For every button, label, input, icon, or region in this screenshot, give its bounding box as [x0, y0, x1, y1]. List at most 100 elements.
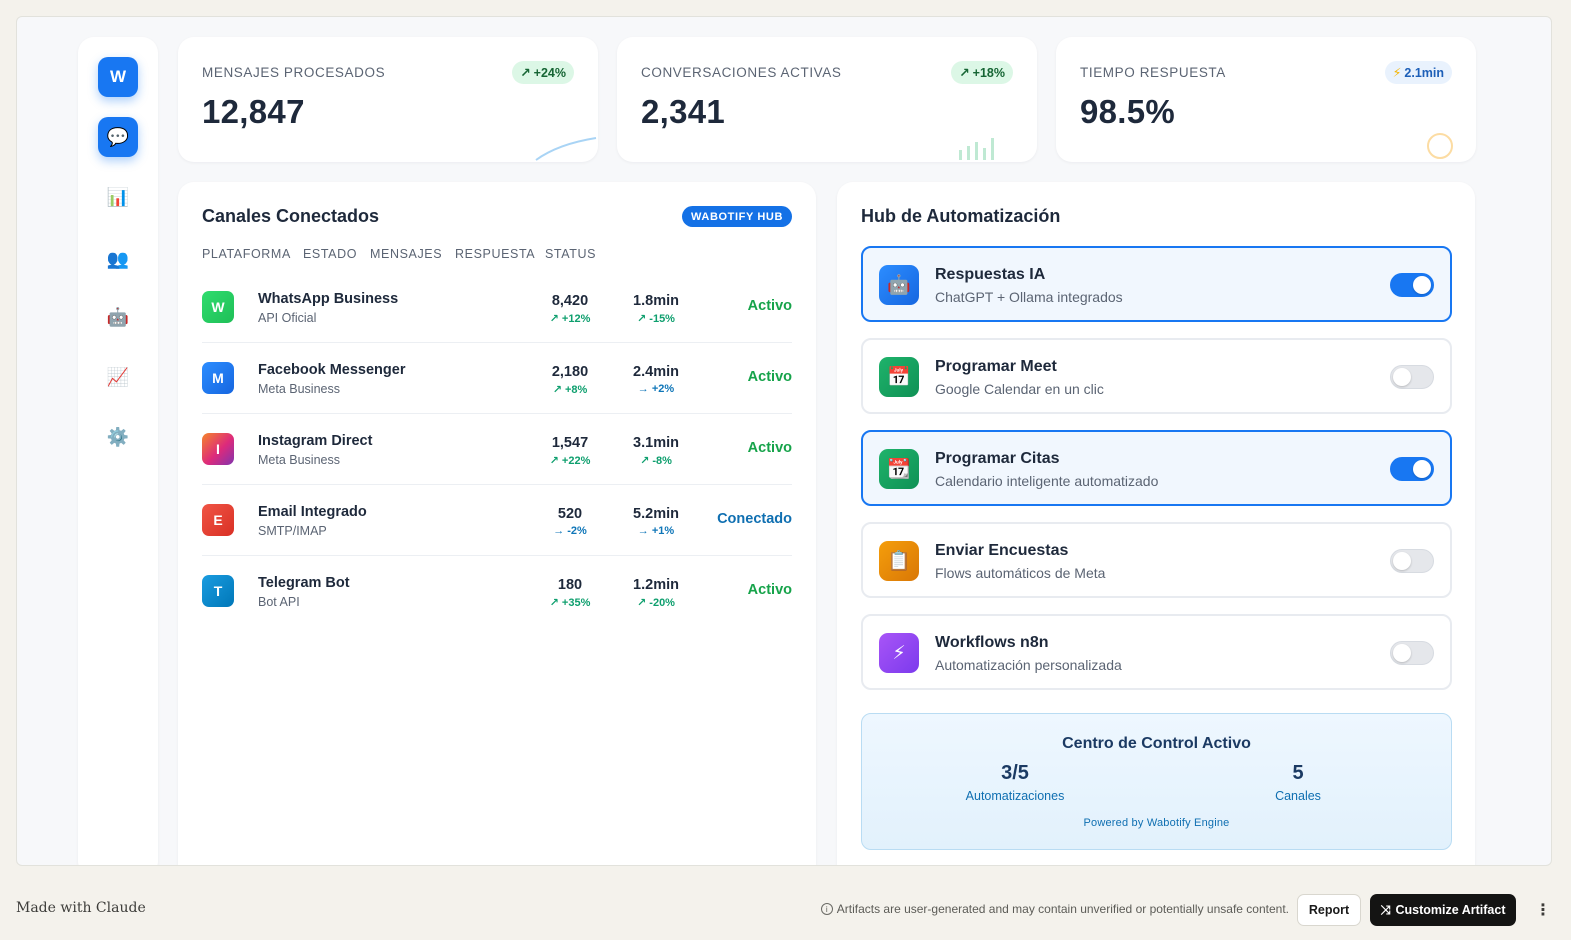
response-trend: → +1%	[637, 525, 675, 537]
appointments-toggle[interactable]	[1390, 457, 1434, 481]
channel-subtitle: Bot API	[258, 595, 300, 609]
response-trend: ↗ -20%	[637, 597, 675, 609]
channels-title: Canales Conectados	[202, 206, 380, 226]
made-with-claude[interactable]: Made with Claude	[16, 900, 146, 916]
chat-icon: 💬	[106, 126, 130, 147]
messages-value: 180	[557, 577, 583, 593]
telegram-icon: T	[202, 575, 234, 607]
automation-item-meet[interactable]: 📅 Programar Meet Google Calendar en un c…	[861, 338, 1452, 414]
automations-count-value: 3/5	[1001, 762, 1029, 784]
automation-item-workflows[interactable]: ⚡ Workflows n8n Automatización personali…	[861, 614, 1452, 690]
meet-toggle[interactable]	[1390, 365, 1434, 389]
powered-by-text: Powered by Wabotify Engine	[1083, 817, 1230, 829]
messages-trend: → -2%	[553, 525, 587, 537]
calendar-page-icon: 📆	[879, 449, 919, 489]
automations-count: 3/5 Automatizaciones	[925, 762, 1105, 803]
channel-name: WhatsApp Business	[258, 291, 399, 307]
hub-badge[interactable]: WABOTIFY HUB	[682, 206, 792, 227]
trend-chart-icon: 📈	[106, 366, 130, 387]
sidebar-item-bots[interactable]: 🤖	[98, 297, 138, 337]
automation-title-text: Enviar Encuestas	[935, 542, 1069, 559]
control-center-title: Centro de Control Activo	[1062, 735, 1251, 752]
messages-trend: ↗ +8%	[552, 384, 588, 396]
stat-value: 12,847	[202, 93, 305, 130]
channel-name: Instagram Direct	[258, 433, 373, 449]
table-row[interactable]: M Facebook Messenger Meta Business 2,180…	[202, 343, 792, 414]
surveys-toggle[interactable]	[1390, 549, 1434, 573]
sidebar-item-users[interactable]: 👥	[98, 239, 138, 279]
messenger-icon: M	[202, 362, 234, 394]
control-center-panel: Centro de Control Activo 3/5 Automatizac…	[861, 713, 1452, 850]
bar-chart-icon: 📊	[106, 186, 130, 207]
status-label: Activo	[747, 369, 792, 385]
channel-name: Email Integrado	[258, 504, 367, 520]
artifact-frame: W 💬 📊 👥 🤖 📈 ⚙️ MENSAJES PROCESADOS 12,84…	[16, 16, 1552, 866]
stat-card-response-time: TIEMPO RESPUESTA 98.5% ⚡ 2.1min	[1056, 37, 1476, 162]
channel-subtitle: SMTP/IMAP	[258, 524, 327, 538]
lightning-icon: ⚡	[879, 633, 919, 673]
column-header-state: ESTADO	[303, 247, 358, 261]
channel-subtitle: Meta Business	[258, 453, 340, 467]
automation-description: Calendario inteligente automatizado	[935, 473, 1159, 489]
automation-title-text: Respuestas IA	[935, 266, 1046, 283]
messages-metric: 2,180 ↗ +8%	[535, 364, 605, 396]
lightning-icon: ⚡	[1392, 66, 1402, 80]
response-badge: ⚡ 2.1min	[1384, 61, 1452, 84]
status-label: Activo	[747, 582, 792, 598]
customize-artifact-button[interactable]: ⤨ Customize Artifact	[1370, 894, 1516, 926]
response-value: 3.1min	[633, 435, 679, 451]
whatsapp-icon: W	[202, 291, 234, 323]
clipboard-icon: 📋	[879, 541, 919, 581]
table-row[interactable]: T Telegram Bot Bot API 180 ↗ +35% 1.2min…	[202, 556, 792, 627]
ring-decoration	[1427, 133, 1453, 159]
channels-count-label: Canales	[1275, 789, 1321, 803]
messages-metric: 8,420 ↗ +12%	[535, 293, 605, 325]
shuffle-icon: ⤨	[1380, 902, 1391, 917]
automation-description: Flows automáticos de Meta	[935, 565, 1106, 581]
brand-logo[interactable]: W	[98, 57, 138, 97]
robot-icon: 🤖	[879, 265, 919, 305]
response-metric: 5.2min → +1%	[621, 506, 691, 537]
messages-value: 2,180	[551, 364, 589, 380]
calendar-icon: 📅	[879, 357, 919, 397]
response-value: 2.4min	[633, 364, 679, 380]
channel-name: Facebook Messenger	[258, 362, 406, 378]
table-row[interactable]: E Email Integrado SMTP/IMAP 520 → -2% 5.…	[202, 485, 792, 556]
automation-item-appointments[interactable]: 📆 Programar Citas Calendario inteligente…	[861, 430, 1452, 506]
stat-value: 2,341	[641, 93, 726, 130]
workflows-toggle[interactable]	[1390, 641, 1434, 665]
status-label: Conectado	[717, 511, 792, 527]
messages-value: 1,547	[551, 435, 589, 451]
status-label: Activo	[747, 298, 792, 314]
trend-badge-value: +24%	[533, 65, 566, 80]
trend-badge: ↗ +24%	[512, 61, 574, 84]
ai-replies-toggle[interactable]	[1390, 273, 1434, 297]
more-options-icon[interactable]: ⋮	[1535, 902, 1551, 919]
automation-item-surveys[interactable]: 📋 Enviar Encuestas Flows automáticos de …	[861, 522, 1452, 598]
response-value: 5.2min	[633, 506, 679, 522]
report-button[interactable]: Report	[1297, 894, 1361, 926]
response-badge-value: 2.1min	[1404, 65, 1444, 80]
channels-count-value: 5	[1292, 762, 1304, 784]
response-metric: 3.1min ↗ -8%	[621, 435, 691, 467]
automation-hub-card: Hub de Automatización 🤖 Respuestas IA Ch…	[837, 182, 1475, 865]
automation-title: Hub de Automatización	[861, 206, 1061, 226]
trend-badge-value: +18%	[972, 65, 1005, 80]
messages-value: 520	[557, 506, 583, 522]
messages-trend: ↗ +12%	[549, 313, 591, 325]
sidebar-item-trends[interactable]: 📈	[98, 357, 138, 397]
sidebar-item-chat[interactable]: 💬	[98, 117, 138, 157]
table-row[interactable]: I Instagram Direct Meta Business 1,547 ↗…	[202, 414, 792, 485]
settings-gear-icon: ⚙️	[106, 426, 130, 447]
response-trend: ↗ -8%	[640, 455, 672, 467]
table-row[interactable]: W WhatsApp Business API Oficial 8,420 ↗ …	[202, 272, 792, 343]
sidebar-item-settings[interactable]: ⚙️	[98, 417, 138, 457]
automation-title-text: Workflows n8n	[935, 634, 1049, 651]
messages-metric: 1,547 ↗ +22%	[535, 435, 605, 467]
messages-value: 8,420	[551, 293, 589, 309]
messages-trend: ↗ +22%	[549, 455, 591, 467]
automation-item-ai-replies[interactable]: 🤖 Respuestas IA ChatGPT + Ollama integra…	[861, 246, 1452, 322]
sidebar-item-analytics[interactable]: 📊	[98, 177, 138, 217]
stat-label: MENSAJES PROCESADOS	[202, 65, 386, 80]
messages-metric: 520 → -2%	[535, 506, 605, 537]
